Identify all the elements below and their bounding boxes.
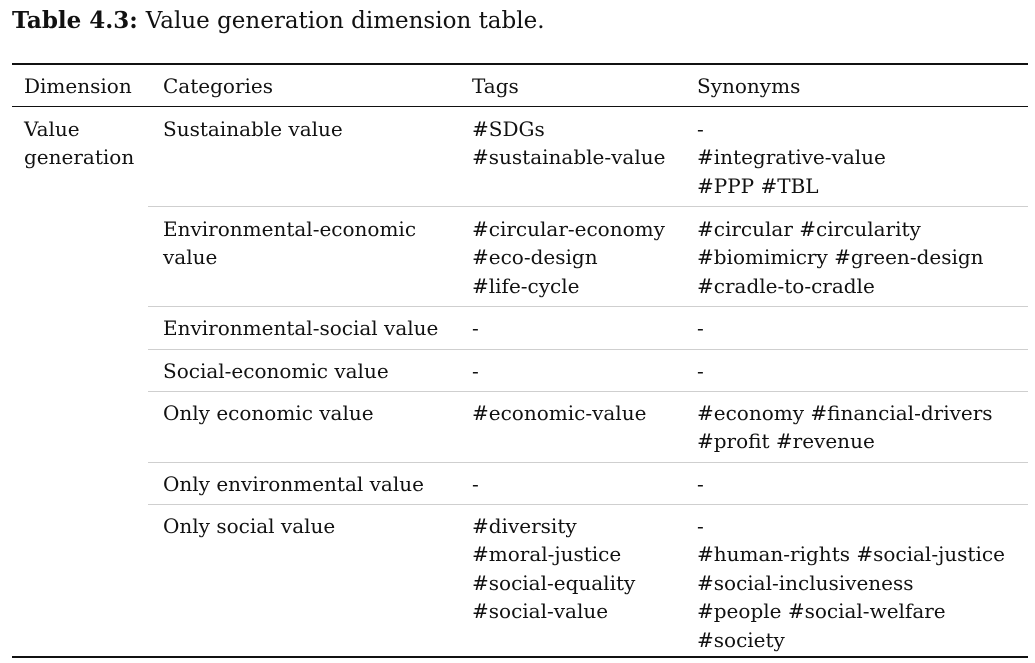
- row-divider: [148, 306, 1028, 307]
- synonym-line: -: [697, 472, 704, 496]
- synonyms-cell: - #integrative-value #PPP #TBL: [697, 115, 886, 200]
- category-line: Environmental-social value: [163, 316, 439, 340]
- synonyms-cell: #circular #circularity #biomimicry #gree…: [697, 215, 984, 300]
- synonyms-cell: #economy #financial-drivers #profit #rev…: [697, 399, 993, 456]
- synonym-line: #people #social-welfare: [697, 599, 946, 624]
- category-cell: Environmental-social value: [163, 314, 438, 342]
- row-divider: [148, 462, 1028, 463]
- table-caption: Table 4.3: Value generation dimension tab…: [12, 4, 545, 38]
- tag-line: #sustainable-value: [472, 145, 666, 170]
- row-divider: [148, 206, 1028, 207]
- category-cell: Only economic value: [163, 399, 374, 427]
- table-bottom-rule: [12, 656, 1028, 658]
- synonyms-cell: -: [697, 470, 704, 498]
- synonym-line: #integrative-value: [697, 145, 886, 170]
- row-divider: [148, 349, 1028, 350]
- category-line: Only economic value: [163, 401, 374, 425]
- tag-line: -: [472, 472, 479, 496]
- tag-line: -: [472, 316, 479, 340]
- synonyms-cell: - #human-rights #social-justice #social-…: [697, 512, 1005, 654]
- tag-line: #social-equality: [472, 570, 636, 595]
- header-categories: Categories: [163, 74, 273, 98]
- tags-cell: -: [472, 357, 479, 385]
- synonym-line: #profit #revenue: [697, 429, 875, 454]
- dimension-line: Value: [24, 117, 80, 141]
- synonyms-cell: -: [697, 314, 704, 342]
- dimension-cell: Value generation: [24, 115, 134, 172]
- synonym-line: #social-inclusiveness: [697, 570, 914, 595]
- tags-cell: -: [472, 470, 479, 498]
- category-line: Social-economic value: [163, 359, 389, 383]
- synonym-line: -: [697, 316, 704, 340]
- header-synonyms: Synonyms: [697, 74, 801, 98]
- category-line: Only social value: [163, 514, 336, 538]
- category-cell: Only environmental value: [163, 470, 424, 498]
- table-top-rule: [12, 63, 1028, 65]
- tag-line: #economic-value: [472, 401, 647, 425]
- tag-line: #social-value: [472, 599, 609, 624]
- category-cell: Sustainable value: [163, 115, 343, 143]
- synonym-line: #circular #circularity: [697, 217, 921, 241]
- tags-cell: #economic-value: [472, 399, 646, 427]
- synonyms-cell: -: [697, 357, 704, 385]
- synonym-line: #PPP #TBL: [697, 173, 819, 198]
- category-cell: Only social value: [163, 512, 335, 540]
- category-line: value: [163, 245, 218, 270]
- category-line: Only environmental value: [163, 472, 424, 496]
- row-divider: [148, 504, 1028, 505]
- synonym-line: #human-rights #social-justice: [697, 542, 1005, 567]
- tag-line: #circular-economy: [472, 217, 665, 241]
- category-cell: Social-economic value: [163, 357, 389, 385]
- synonym-line: -: [697, 514, 704, 538]
- synonym-line: -: [697, 359, 704, 383]
- header-tags: Tags: [472, 74, 519, 98]
- synonym-line: #cradle-to-cradle: [697, 273, 875, 298]
- category-line: Sustainable value: [163, 117, 343, 141]
- tag-line: #diversity: [472, 514, 577, 538]
- category-cell: Environmental-economic value: [163, 215, 416, 272]
- row-divider: [148, 391, 1028, 392]
- tags-cell: #diversity #moral-justice #social-equali…: [472, 512, 635, 626]
- tag-line: #moral-justice: [472, 542, 622, 567]
- tags-cell: #SDGs #sustainable-value: [472, 115, 665, 172]
- tag-line: #eco-design: [472, 245, 598, 270]
- caption-text: Value generation dimension table.: [145, 8, 545, 34]
- tags-cell: #circular-economy #eco-design #life-cycl…: [472, 215, 665, 300]
- tag-line: -: [472, 359, 479, 383]
- tags-cell: -: [472, 314, 479, 342]
- tag-line: #SDGs: [472, 117, 545, 141]
- caption-label: Table 4.3:: [12, 7, 138, 34]
- synonym-line: #biomimicry #green-design: [697, 245, 984, 270]
- synonym-line: #society: [697, 627, 785, 652]
- tag-line: #life-cycle: [472, 273, 580, 298]
- synonym-line: -: [697, 117, 704, 141]
- synonym-line: #economy #financial-drivers: [697, 401, 993, 425]
- dimension-line: generation: [24, 145, 135, 170]
- header-dimension: Dimension: [24, 74, 132, 98]
- table-header-rule: [12, 106, 1028, 107]
- category-line: Environmental-economic: [163, 217, 417, 241]
